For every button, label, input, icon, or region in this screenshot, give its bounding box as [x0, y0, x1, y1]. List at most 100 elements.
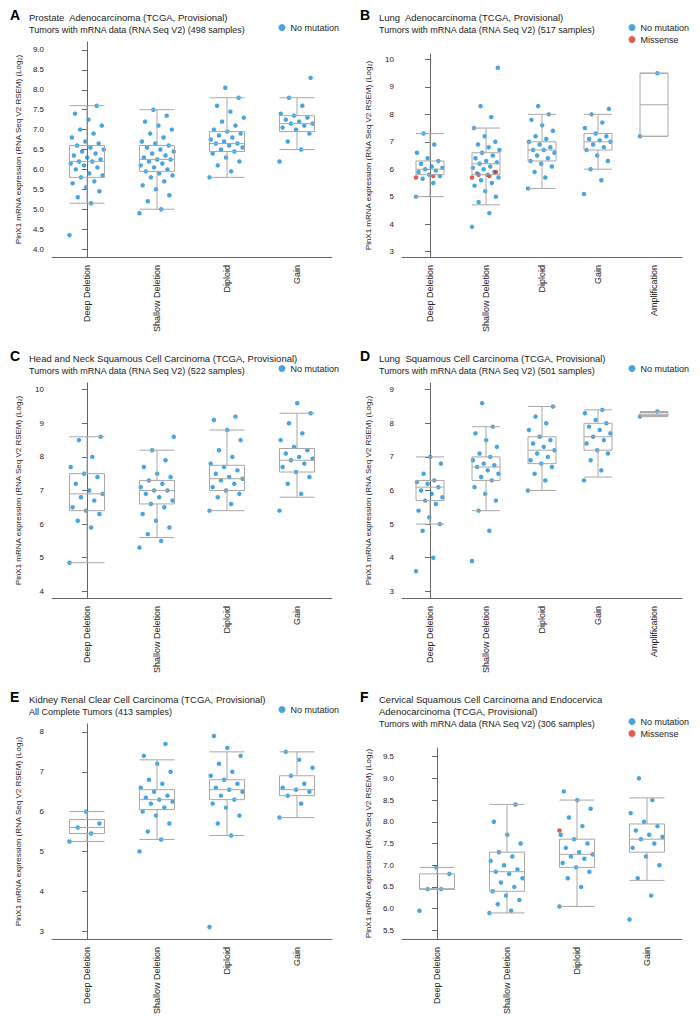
- svg-text:Tumors with mRNA data (RNA Seq: Tumors with mRNA data (RNA Seq V2) (498 …: [29, 25, 245, 35]
- svg-text:4.0: 4.0: [33, 245, 45, 254]
- svg-text:Deep Deletion: Deep Deletion: [82, 265, 92, 322]
- svg-text:6: 6: [390, 486, 395, 495]
- svg-text:Gain: Gain: [593, 265, 603, 284]
- svg-text:Deep Deletion: Deep Deletion: [82, 947, 92, 1004]
- svg-text:Kidney Renal Clear Cell Carcin: Kidney Renal Clear Cell Carcinoma (TCGA,…: [29, 694, 266, 705]
- svg-text:F: F: [360, 689, 369, 705]
- svg-text:5: 5: [390, 192, 395, 201]
- svg-text:PinX1 mRNA expression (RNA Seq: PinX1 mRNA expression (RNA Seq V2 RSEM) …: [364, 395, 373, 585]
- svg-text:7: 7: [40, 767, 45, 776]
- svg-text:9.0: 9.0: [33, 45, 45, 54]
- svg-text:4: 4: [390, 220, 395, 229]
- svg-text:No mutation: No mutation: [290, 364, 339, 374]
- svg-text:8: 8: [390, 419, 395, 428]
- svg-text:Diploid: Diploid: [537, 265, 547, 293]
- svg-text:7.5: 7.5: [383, 839, 395, 848]
- svg-text:9: 9: [390, 82, 395, 91]
- svg-text:Shallow Deletion: Shallow Deletion: [152, 265, 162, 332]
- svg-text:9.5: 9.5: [383, 752, 395, 761]
- svg-text:Shallow Deletion: Shallow Deletion: [502, 947, 512, 1014]
- svg-text:6: 6: [40, 807, 45, 816]
- svg-text:4: 4: [390, 553, 395, 562]
- svg-text:Tumors with mRNA data (RNA Seq: Tumors with mRNA data (RNA Seq V2) (517 …: [379, 25, 595, 35]
- svg-text:4: 4: [40, 587, 45, 596]
- svg-text:3: 3: [390, 587, 395, 596]
- svg-text:7.0: 7.0: [383, 861, 395, 870]
- svg-text:No mutation: No mutation: [290, 705, 339, 715]
- svg-text:5: 5: [390, 520, 395, 529]
- svg-text:No mutation: No mutation: [640, 717, 689, 727]
- svg-text:A: A: [10, 7, 20, 23]
- svg-text:Gain: Gain: [292, 947, 302, 966]
- svg-text:8.5: 8.5: [383, 796, 395, 805]
- svg-text:Gain: Gain: [593, 606, 603, 625]
- svg-text:Diploid: Diploid: [222, 265, 232, 293]
- svg-text:8: 8: [390, 110, 395, 119]
- svg-text:Lung Adenocarcinoma (TCGA, Pr: Lung Adenocarcinoma (TCGA, Provisional): [379, 12, 563, 23]
- svg-text:Gain: Gain: [642, 947, 652, 966]
- svg-text:6.5: 6.5: [383, 882, 395, 891]
- svg-text:PinX1 mRNA expression (RNA Seq: PinX1 mRNA expression (RNA Seq V2 RSEM) …: [14, 736, 23, 926]
- svg-text:8.0: 8.0: [33, 85, 45, 94]
- svg-text:Shallow Deletion: Shallow Deletion: [152, 947, 162, 1014]
- svg-text:10: 10: [385, 55, 394, 64]
- svg-text:Shallow Deletion: Shallow Deletion: [481, 265, 491, 332]
- svg-text:PinX1 mRNA expression (RNA Seq: PinX1 mRNA expression (RNA Seq V2 RSEM) …: [364, 60, 373, 250]
- svg-text:D: D: [360, 348, 370, 364]
- svg-text:Lung Squamous Cell Carcinoma: Lung Squamous Cell Carcinoma (TCGA, Prov…: [379, 353, 606, 364]
- svg-text:No mutation: No mutation: [640, 23, 689, 33]
- svg-text:8.0: 8.0: [383, 817, 395, 826]
- svg-text:PinX1 mRNA expression (RNA Seq: PinX1 mRNA expression (RNA Seq V2 RSEM) …: [14, 395, 23, 585]
- svg-text:7: 7: [40, 486, 45, 495]
- svg-text:6: 6: [390, 165, 395, 174]
- svg-text:No mutation: No mutation: [640, 364, 689, 374]
- svg-text:8: 8: [40, 727, 45, 736]
- svg-text:Diploid: Diploid: [537, 606, 547, 634]
- svg-text:5.5: 5.5: [383, 926, 395, 935]
- svg-text:Head and Neck Squamous Cell Ca: Head and Neck Squamous Cell Carcinoma (T…: [29, 353, 297, 364]
- svg-text:Cervical Squamous Cell Carcino: Cervical Squamous Cell Carcinoma and End…: [379, 694, 603, 705]
- svg-text:Deep Deletion: Deep Deletion: [432, 947, 442, 1004]
- svg-text:4.5: 4.5: [33, 225, 45, 234]
- svg-text:Tumors with mRNA data (RNA Seq: Tumors with mRNA data (RNA Seq V2) (306 …: [379, 719, 595, 729]
- svg-text:10: 10: [35, 385, 44, 394]
- svg-text:4: 4: [40, 887, 45, 896]
- svg-text:5: 5: [40, 847, 45, 856]
- svg-text:7.0: 7.0: [33, 125, 45, 134]
- svg-text:C: C: [10, 348, 20, 364]
- svg-text:Amplification: Amplification: [649, 606, 659, 657]
- svg-text:Missense: Missense: [640, 35, 678, 45]
- svg-text:5.5: 5.5: [33, 185, 45, 194]
- svg-text:PinX1 mRNA expression (RNA Seq: PinX1 mRNA expression (RNA Seq V2 RSEM) …: [364, 748, 373, 938]
- svg-text:Amplification: Amplification: [649, 265, 659, 316]
- svg-text:Deep Deletion: Deep Deletion: [82, 606, 92, 663]
- svg-text:6.0: 6.0: [33, 165, 45, 174]
- svg-text:9.0: 9.0: [383, 774, 395, 783]
- svg-text:Tumors with mRNA data (RNA Seq: Tumors with mRNA data (RNA Seq V2) (522 …: [29, 366, 245, 376]
- svg-text:Gain: Gain: [292, 606, 302, 625]
- svg-text:6.5: 6.5: [33, 145, 45, 154]
- svg-text:Shallow Deletion: Shallow Deletion: [481, 606, 491, 673]
- svg-text:PinX1 mRNA expression (RNA Seq: PinX1 mRNA expression (RNA Seq V2 RSEM) …: [14, 54, 23, 244]
- svg-text:Gain: Gain: [292, 265, 302, 284]
- svg-text:Diploid: Diploid: [222, 947, 232, 975]
- svg-text:Tumors with mRNA data (RNA Seq: Tumors with mRNA data (RNA Seq V2) (501 …: [379, 366, 595, 376]
- svg-text:B: B: [360, 7, 370, 23]
- svg-text:No mutation: No mutation: [290, 23, 339, 33]
- svg-text:All Complete Tumors (413 sampl: All Complete Tumors (413 samples): [29, 707, 172, 717]
- svg-text:3: 3: [390, 247, 395, 256]
- svg-text:8.5: 8.5: [33, 65, 45, 74]
- svg-text:3: 3: [40, 927, 45, 936]
- svg-text:5: 5: [40, 553, 45, 562]
- svg-text:6: 6: [40, 520, 45, 529]
- svg-text:6.0: 6.0: [383, 904, 395, 913]
- svg-text:Diploid: Diploid: [572, 947, 582, 975]
- svg-text:7: 7: [390, 452, 395, 461]
- svg-text:7: 7: [390, 137, 395, 146]
- svg-text:Diploid: Diploid: [222, 606, 232, 634]
- svg-text:Missense: Missense: [640, 729, 678, 739]
- svg-text:8: 8: [40, 452, 45, 461]
- svg-text:Adenocarcinoma (TCGA, Provisio: Adenocarcinoma (TCGA, Provisional): [379, 706, 537, 717]
- svg-text:9: 9: [390, 385, 395, 394]
- svg-text:Shallow Deletion: Shallow Deletion: [152, 606, 162, 673]
